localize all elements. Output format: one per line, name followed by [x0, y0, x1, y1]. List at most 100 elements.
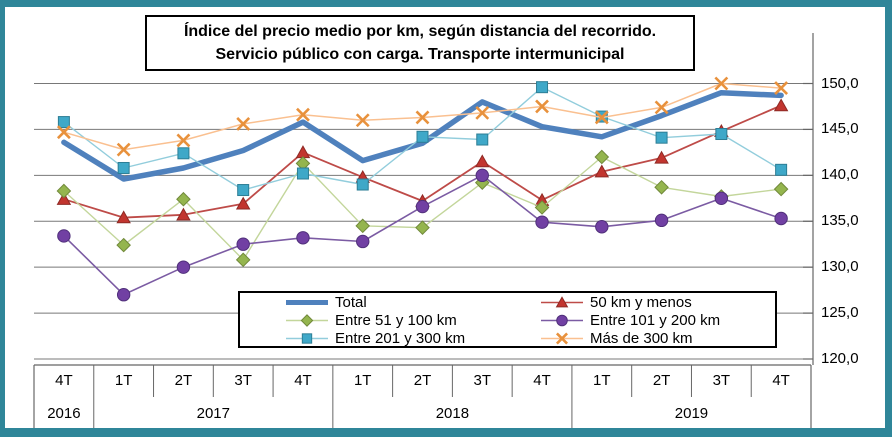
- series-marker-x: [56, 125, 71, 140]
- series-marker-square: [775, 163, 788, 176]
- series-marker-x: [555, 331, 569, 345]
- series-marker-x: [296, 107, 310, 122]
- series-marker-circle: [236, 237, 250, 251]
- chart-title-line2: Servicio público con carga. Transporte i…: [215, 46, 625, 63]
- series-marker-diamond: [235, 252, 251, 268]
- x-stroke: [415, 110, 430, 125]
- series-marker-square: [715, 128, 728, 141]
- series-marker-circle: [57, 229, 71, 243]
- series-marker-square: [117, 161, 130, 174]
- legend-item: Más de 300 km: [507, 329, 775, 347]
- series-marker-diamond: [534, 200, 550, 215]
- legend: Total 50 km y menos Entre 51 y 100 km Entre…: [238, 291, 777, 348]
- legend-swatch-line: [286, 299, 328, 305]
- series-marker-triangle: [176, 207, 191, 221]
- plot-area: [33, 33, 814, 428]
- series-line-total: [61, 89, 784, 182]
- series-marker-diamond: [116, 237, 131, 253]
- series-marker-x: [714, 76, 729, 91]
- series-marker-x: [355, 113, 370, 128]
- series-marker-diamond: [415, 220, 430, 235]
- series-marker-square: [177, 147, 190, 160]
- series-marker-circle: [475, 168, 489, 183]
- series-marker-diamond: [56, 183, 72, 199]
- series-marker-x: [475, 105, 490, 120]
- legend-swatch-triangle: [541, 295, 583, 307]
- series-marker-square: [57, 116, 70, 129]
- series-marker-triangle: [235, 196, 251, 210]
- legend-swatch-square: [286, 332, 328, 344]
- series-marker-diamond: [176, 191, 191, 207]
- series-marker-circle: [556, 314, 568, 326]
- x-stroke: [594, 110, 609, 125]
- legend-item: Entre 201 y 300 km: [240, 329, 507, 347]
- series-marker-triangle: [594, 164, 610, 178]
- series-marker-triangle: [555, 295, 569, 307]
- legend-swatch-circle: [541, 314, 583, 326]
- chart-title-box: Índice del precio medio por km, según di…: [145, 15, 695, 71]
- x-stroke: [176, 133, 191, 148]
- x-stroke: [296, 107, 310, 122]
- series-marker-x: [236, 116, 251, 131]
- series-marker-triangle: [56, 191, 72, 205]
- series-marker-x: [116, 142, 131, 157]
- series-marker-triangle: [116, 210, 131, 224]
- series-marker-circle: [296, 231, 310, 245]
- x-stroke: [774, 81, 789, 96]
- legend-item: 50 km y menos: [507, 293, 775, 311]
- legend-item: Total: [240, 293, 507, 311]
- legend-item: Entre 101 y 200 km: [507, 311, 775, 329]
- chart-title-line1: Índice del precio medio por km, según di…: [183, 23, 657, 40]
- series-marker-diamond: [355, 218, 371, 234]
- series-marker-square: [296, 167, 309, 180]
- x-stroke: [475, 105, 490, 120]
- x-stroke: [355, 113, 370, 128]
- series-marker-triangle: [295, 145, 311, 159]
- series-line-entre-101-y-200-km: [63, 174, 782, 296]
- legend-swatch-diamond: [286, 313, 328, 327]
- x-stroke: [116, 142, 131, 157]
- x-stroke: [555, 331, 569, 345]
- legend-label: Entre 201 y 300 km: [335, 329, 466, 347]
- legend-item: Entre 51 y 100 km: [240, 311, 507, 329]
- legend-swatch-x: [541, 331, 583, 345]
- x-stroke: [236, 116, 251, 131]
- series-marker-diamond: [300, 313, 314, 327]
- series-marker-square: [655, 131, 668, 144]
- legend-label: Entre 101 y 200 km: [590, 311, 721, 329]
- legend-label: Entre 51 y 100 km: [335, 311, 457, 329]
- series-marker-circle: [356, 234, 370, 249]
- series-marker-square: [476, 133, 489, 146]
- series-marker-circle: [714, 191, 729, 205]
- series-marker-triangle: [654, 150, 669, 164]
- series-marker-x: [535, 99, 549, 114]
- series-marker-circle: [774, 211, 788, 226]
- series-marker-circle: [116, 288, 131, 302]
- series-marker-square: [536, 81, 549, 94]
- x-stroke: [535, 99, 549, 114]
- series-marker-square: [237, 184, 250, 197]
- legend-label: 50 km y menos: [590, 293, 692, 311]
- series-marker-square: [416, 130, 429, 143]
- legend-label: Más de 300 km: [590, 329, 693, 347]
- x-stroke: [714, 76, 729, 91]
- series-marker-circle: [415, 199, 430, 214]
- series-marker-diamond: [773, 181, 789, 197]
- series-marker-circle: [595, 220, 609, 234]
- series-marker-x: [176, 133, 191, 148]
- series-marker-circle: [535, 215, 549, 229]
- series-marker-circle: [654, 213, 669, 228]
- legend-label: Total: [335, 293, 367, 311]
- series-marker-circle: [176, 260, 191, 274]
- series-marker-x: [415, 110, 430, 125]
- series-marker-diamond: [594, 149, 610, 165]
- series-marker-x: [774, 81, 789, 96]
- series-marker-square: [356, 178, 369, 191]
- series-marker-triangle: [475, 154, 490, 168]
- series-marker-triangle: [773, 98, 789, 112]
- series-marker-square: [301, 332, 313, 344]
- series-marker-x: [654, 100, 669, 115]
- x-stroke: [56, 125, 71, 140]
- series-marker-diamond: [654, 179, 669, 195]
